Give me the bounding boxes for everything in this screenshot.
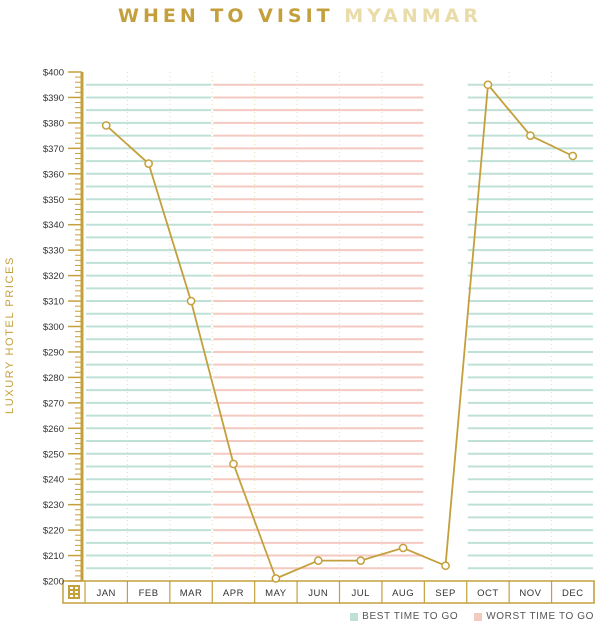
- x-tick-label: MAY: [265, 588, 287, 599]
- y-tick-label: $380: [43, 118, 64, 129]
- data-point-feb: [144, 159, 153, 168]
- x-tick-label: NOV: [519, 588, 541, 599]
- y-tick-label: $250: [43, 449, 64, 460]
- x-tick-label: SEP: [435, 588, 456, 599]
- x-tick-label: JAN: [96, 588, 115, 599]
- x-tick-label: JUN: [308, 588, 328, 599]
- x-tick-label: MAR: [180, 588, 203, 599]
- title-part-2: MYANMAR: [344, 5, 482, 27]
- y-tick-label: $360: [43, 169, 64, 180]
- y-tick-label: $310: [43, 297, 64, 308]
- data-point-jan: [101, 121, 111, 130]
- y-tick-label: $370: [43, 144, 64, 155]
- data-point-apr: [229, 459, 238, 469]
- data-point-jul: [356, 556, 366, 565]
- data-point-sep: [441, 561, 450, 571]
- y-tick-label: $200: [43, 577, 64, 588]
- legend-item-best: BEST TIME TO GO: [350, 611, 458, 622]
- y-tick-label: $320: [43, 271, 64, 282]
- x-tick-label: AUG: [392, 588, 414, 599]
- y-tick-label: $290: [43, 347, 64, 358]
- y-tick-label: $340: [43, 220, 64, 231]
- x-tick-label: JUL: [352, 588, 370, 599]
- legend-item-worst: WORST TIME TO GO: [474, 611, 594, 622]
- legend: BEST TIME TO GO WORST TIME TO GO: [350, 611, 594, 622]
- x-tick-label: OCT: [477, 588, 499, 599]
- data-point-aug: [398, 543, 408, 553]
- series-line: [105, 83, 574, 580]
- y-tick-label: $330: [43, 246, 64, 257]
- x-tick-label: DEC: [562, 588, 584, 599]
- chart-title: WHEN TO VISIT MYANMAR: [0, 5, 600, 27]
- x-tick-label: APR: [223, 588, 244, 599]
- data-point-may: [271, 574, 281, 583]
- legend-label-best: BEST TIME TO GO: [362, 611, 459, 622]
- title-part-1: WHEN TO VISIT: [118, 5, 334, 27]
- data-point-nov: [526, 131, 535, 140]
- y-tick-label: $260: [43, 424, 64, 435]
- legend-label-worst: WORST TIME TO GO: [486, 611, 594, 622]
- y-tick-label: $350: [43, 195, 64, 206]
- legend-swatch-best: [350, 612, 359, 621]
- legend-swatch-worst: [474, 612, 483, 621]
- data-point-mar: [186, 296, 196, 306]
- y-tick-label: $230: [43, 500, 64, 511]
- y-tick-label: $240: [43, 475, 64, 486]
- building-icon: [68, 585, 80, 599]
- y-tick-label: $280: [43, 373, 64, 384]
- data-point-oct: [483, 80, 493, 90]
- y-tick-label: $400: [43, 68, 64, 79]
- data-point-jun: [313, 556, 323, 565]
- y-tick-label: $300: [43, 322, 64, 333]
- y-tick-label: $210: [43, 551, 64, 562]
- data-point-dec: [568, 151, 578, 161]
- y-tick-label: $220: [43, 526, 64, 537]
- x-tick-label: FEB: [139, 588, 159, 599]
- y-tick-label: $270: [43, 398, 64, 409]
- y-tick-label: $390: [43, 93, 64, 104]
